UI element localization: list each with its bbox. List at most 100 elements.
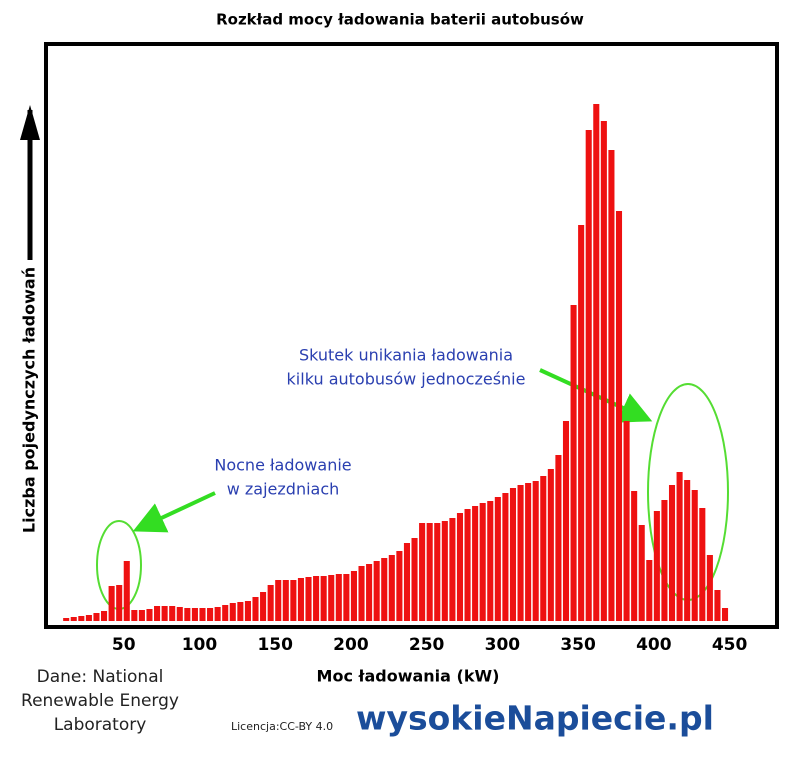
annotation-arrow <box>539 368 653 423</box>
bar <box>525 483 532 621</box>
x-tick-label: 250 <box>409 635 445 655</box>
bar <box>608 150 615 621</box>
bar <box>456 513 464 621</box>
plot-frame <box>44 42 779 629</box>
chart-title: Rozkład mocy ładowania baterii autobusów <box>216 11 584 29</box>
bar <box>676 472 683 621</box>
bar <box>305 577 312 621</box>
bar <box>297 578 304 621</box>
annotation-text: Nocne ładowanie <box>214 456 351 475</box>
bar <box>502 493 509 621</box>
bar <box>472 506 479 621</box>
bar <box>207 608 214 621</box>
bar <box>661 500 668 621</box>
bar <box>138 610 145 621</box>
bar <box>699 508 706 621</box>
x-tick-label: 50 <box>112 635 136 655</box>
source-text: Dane: National <box>37 667 164 687</box>
bar <box>154 606 161 621</box>
bar <box>691 490 698 621</box>
bar <box>653 511 660 621</box>
bar <box>131 610 138 621</box>
annotation-text: kilku autobusów jednocześnie <box>287 370 526 389</box>
bar <box>184 608 191 621</box>
bar <box>373 561 380 621</box>
bar <box>532 481 539 621</box>
bar <box>237 602 244 621</box>
x-tick-label: 200 <box>333 635 369 655</box>
x-tick-label: 300 <box>485 635 521 655</box>
bar <box>70 617 77 621</box>
bar <box>244 601 251 621</box>
bar <box>108 586 115 621</box>
bar <box>169 606 176 621</box>
bar <box>631 491 638 621</box>
bar <box>547 469 554 621</box>
bar <box>320 576 327 621</box>
bar <box>479 503 486 621</box>
bar <box>282 580 289 621</box>
bar <box>396 551 403 621</box>
bar <box>214 607 221 621</box>
annotation-text: Skutek unikania ładowania <box>299 346 513 365</box>
bar <box>388 555 395 621</box>
bar <box>706 555 713 621</box>
bar <box>578 225 585 621</box>
bar <box>343 574 350 621</box>
bar <box>540 476 547 621</box>
bar <box>328 575 335 621</box>
bar <box>668 485 676 621</box>
bar <box>63 618 70 621</box>
bar <box>434 523 441 621</box>
x-tick-label: 150 <box>257 635 293 655</box>
bar <box>721 608 729 621</box>
license-text: Licencja:CC-BY 4.0 <box>231 720 333 733</box>
bar <box>290 580 297 621</box>
bar <box>229 603 236 621</box>
annotation-text: w zajezdniach <box>227 480 340 499</box>
logo: wysokieNapiecie.pl <box>356 699 714 738</box>
x-axis-label: Moc ładowania (kW) <box>317 667 500 686</box>
x-tick-label: 350 <box>560 635 596 655</box>
bar <box>335 574 342 621</box>
bar <box>600 121 607 621</box>
bar <box>441 521 448 621</box>
y-axis-label: Liczba pojedynczych ładowań <box>20 267 39 533</box>
bar <box>358 566 365 621</box>
bar <box>123 561 130 621</box>
bar <box>638 525 645 621</box>
bar <box>555 455 562 621</box>
bar <box>116 585 123 621</box>
bar <box>78 616 85 621</box>
bar <box>684 480 691 621</box>
bar <box>381 558 388 621</box>
bar <box>517 485 524 621</box>
x-tick-label: 400 <box>636 635 672 655</box>
bar <box>419 523 426 621</box>
bar <box>366 564 373 621</box>
bar <box>449 518 456 621</box>
bar <box>714 590 721 621</box>
bar <box>146 609 153 621</box>
bar <box>646 560 653 621</box>
bar <box>623 421 630 621</box>
bar <box>487 501 494 621</box>
x-tick-label: 100 <box>182 635 218 655</box>
bar <box>252 597 259 621</box>
bar <box>199 608 206 621</box>
bar <box>191 608 198 621</box>
bar <box>509 488 517 621</box>
source-text: Laboratory <box>54 715 147 735</box>
bar <box>593 104 600 621</box>
bar <box>101 611 108 621</box>
x-tick-label: 450 <box>712 635 748 655</box>
bar <box>570 305 577 621</box>
bar <box>494 497 501 621</box>
bar <box>161 606 168 621</box>
bar <box>411 538 418 621</box>
bar <box>313 576 320 621</box>
bar <box>350 571 357 621</box>
bar <box>403 543 410 621</box>
bar <box>93 613 100 621</box>
annotation-arrow <box>132 491 216 533</box>
